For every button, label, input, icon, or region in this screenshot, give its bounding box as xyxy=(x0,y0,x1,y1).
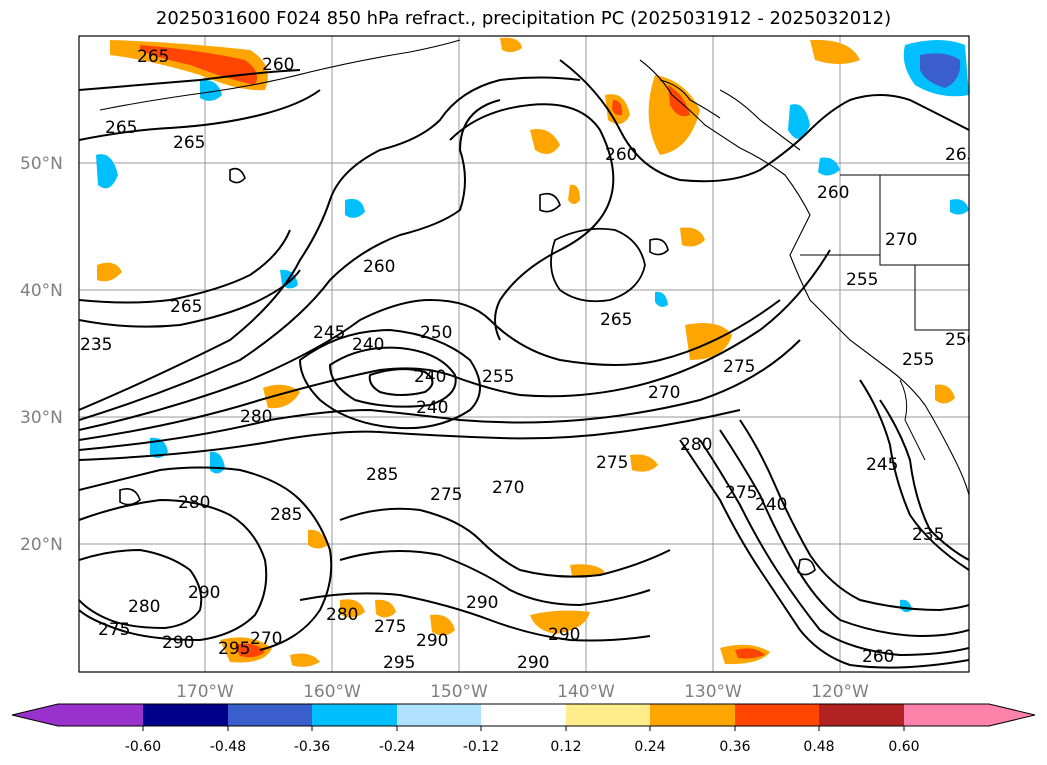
contour-label: 275 xyxy=(723,357,755,377)
colorbar-tick-label: -0.60 xyxy=(125,739,161,755)
contour-label: 285 xyxy=(270,505,302,525)
lat-label: 50°N xyxy=(20,154,63,174)
colorbar-tick-label: 0.48 xyxy=(803,739,834,755)
contour-label: 295 xyxy=(383,653,415,673)
lon-label: 130°W xyxy=(684,682,742,702)
contour-label: 280 xyxy=(128,597,160,617)
contour-label: 265 xyxy=(137,47,169,67)
contour-label: 285 xyxy=(366,465,398,485)
contour-label: 250 xyxy=(420,323,452,343)
contour-label: 265 xyxy=(600,310,632,330)
contour-label: 235 xyxy=(80,335,112,355)
contour-label: 260 xyxy=(262,55,294,75)
lon-label: 170°W xyxy=(176,682,234,702)
lat-label: 40°N xyxy=(20,281,63,301)
contour-label: 245 xyxy=(313,323,345,343)
colorbar-swatch xyxy=(819,704,904,726)
lon-label: 140°W xyxy=(557,682,615,702)
lat-label: 20°N xyxy=(20,535,63,555)
colorbar-tick-label: -0.12 xyxy=(463,739,499,755)
contour-label: 290 xyxy=(548,625,580,645)
contour-label: 255 xyxy=(846,270,878,290)
lon-label: 150°W xyxy=(430,682,488,702)
contour-label: 260 xyxy=(363,257,395,277)
contour-label: 270 xyxy=(648,383,680,403)
contour-label: 280 xyxy=(326,605,358,625)
contour-label: 270 xyxy=(885,230,917,250)
contour-label: 265 xyxy=(173,133,205,153)
colorbar-swatch xyxy=(58,704,143,726)
contour-label: 290 xyxy=(188,583,220,603)
contour-label: 290 xyxy=(466,593,498,613)
colorbar-tick-label: -0.48 xyxy=(210,739,246,755)
contour-label: 265 xyxy=(105,118,137,138)
colorbar-tick-label: 0.36 xyxy=(719,739,750,755)
contour-label: 290 xyxy=(416,631,448,651)
precip-shading xyxy=(96,37,969,667)
refractivity-contours xyxy=(79,59,969,669)
contour-label: 245 xyxy=(866,455,898,475)
lon-label: 160°W xyxy=(303,682,361,702)
contour-label: 250 xyxy=(945,330,977,350)
contour-label: 260 xyxy=(605,145,637,165)
colorbar-extend-low xyxy=(12,704,58,726)
contour-label: 240 xyxy=(755,495,787,515)
coastlines xyxy=(99,39,969,496)
lat-label: 30°N xyxy=(20,408,63,428)
contour-label: 240 xyxy=(414,367,446,387)
colorbar-tick-label: -0.24 xyxy=(379,739,415,755)
contour-label: 275 xyxy=(98,620,130,640)
contour-label: 260 xyxy=(817,183,849,203)
contour-label: 235 xyxy=(912,525,944,545)
contour-label: 280 xyxy=(240,407,272,427)
lon-label: 120°W xyxy=(811,682,869,702)
colorbar-tick-label: 0.12 xyxy=(550,739,581,755)
contour-label: 290 xyxy=(162,633,194,653)
colorbar-swatch xyxy=(312,704,397,726)
colorbar-tick-label: 0.24 xyxy=(634,739,665,755)
colorbar-extend-high xyxy=(989,704,1035,726)
contour-label: 255 xyxy=(902,350,934,370)
contour-labels: 265 260 265 265 260 265 260 270 265 245 … xyxy=(80,47,977,673)
colorbar-swatch xyxy=(397,704,481,726)
colorbar-swatch xyxy=(904,704,989,726)
contour-label: 255 xyxy=(482,367,514,387)
contour-label: 265 xyxy=(170,297,202,317)
contour-label: 275 xyxy=(430,485,462,505)
colorbar: -0.60 -0.48 -0.36 -0.24 -0.12 0.12 0.24 … xyxy=(11,703,1036,755)
contour-label: 260 xyxy=(862,647,894,667)
map-frame xyxy=(78,35,970,673)
contour-label: 265 xyxy=(945,145,977,165)
contour-label: 280 xyxy=(680,435,712,455)
contour-label: 275 xyxy=(596,453,628,473)
contour-label: 240 xyxy=(416,398,448,418)
colorbar-outline xyxy=(11,703,1036,727)
colorbar-swatch xyxy=(566,704,650,726)
colorbar-swatch xyxy=(735,704,819,726)
colorbar-swatch xyxy=(481,704,566,726)
contour-label: 290 xyxy=(517,653,549,673)
colorbar-swatch xyxy=(228,704,312,726)
contour-label: 280 xyxy=(178,493,210,513)
colorbar-tick-label: -0.36 xyxy=(294,739,330,755)
contour-label: 240 xyxy=(352,335,384,355)
colorbar-swatch xyxy=(143,704,228,726)
colorbar-tick-label: 0.60 xyxy=(888,739,919,755)
contour-label: 275 xyxy=(374,617,406,637)
contour-label: 270 xyxy=(250,629,282,649)
map-title: 2025031600 F024 850 hPa refract., precip… xyxy=(155,8,892,29)
contour-label: 270 xyxy=(492,478,524,498)
contour-label: 295 xyxy=(218,639,250,659)
contour-label: 275 xyxy=(725,483,757,503)
map-panel xyxy=(79,36,969,672)
colorbar-swatch xyxy=(650,704,735,726)
